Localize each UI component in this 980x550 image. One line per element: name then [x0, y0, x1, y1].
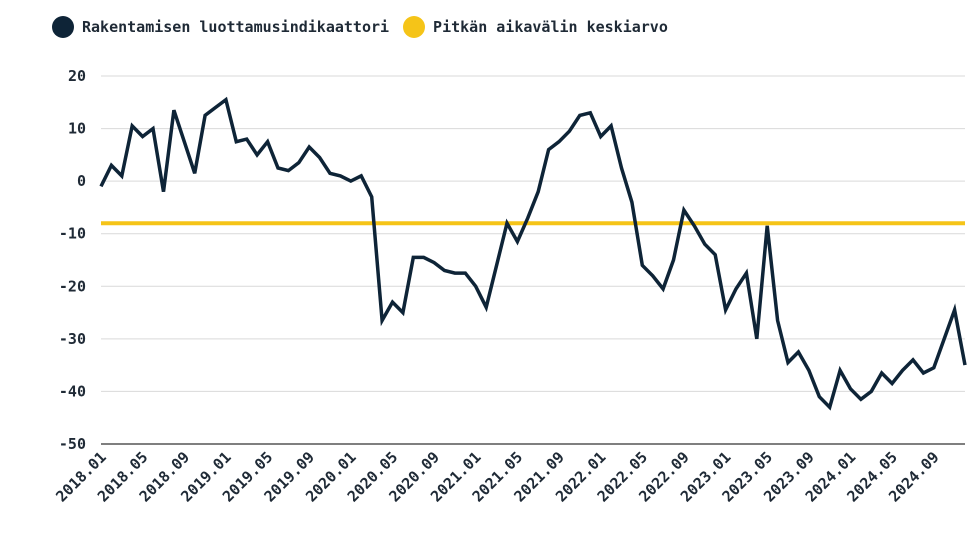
legend-item-indicator: Rakentamisen luottamusindikaattori [52, 16, 389, 38]
legend-label-average: Pitkän aikavälin keskiarvo [433, 18, 668, 36]
y-tick-label: -50 [59, 435, 86, 453]
y-tick-label: -40 [59, 382, 86, 400]
legend-swatch-indicator [52, 16, 74, 38]
series-layer [99, 96, 967, 411]
y-tick-label: -20 [59, 277, 86, 295]
legend-label-indicator: Rakentamisen luottamusindikaattori [82, 18, 390, 36]
indicator-line [99, 96, 967, 411]
legend-item-average: Pitkän aikavälin keskiarvo [403, 16, 668, 38]
legend-swatch-average [403, 16, 426, 38]
x-tick-labels: 2018.012018.052018.092019.012019.052019.… [52, 448, 942, 505]
y-tick-label: -30 [59, 330, 86, 348]
legend: Rakentamisen luottamusindikaattori Pitkä… [52, 16, 668, 38]
y-tick-label: 0 [77, 172, 86, 190]
y-tick-label: 20 [68, 67, 86, 85]
y-tick-label: -10 [59, 225, 86, 243]
y-tick-labels: 20 10 0 -10 -20 -30 -40 -50 [59, 67, 86, 453]
y-tick-label: 10 [68, 120, 86, 138]
grid-lines [101, 75, 965, 445]
